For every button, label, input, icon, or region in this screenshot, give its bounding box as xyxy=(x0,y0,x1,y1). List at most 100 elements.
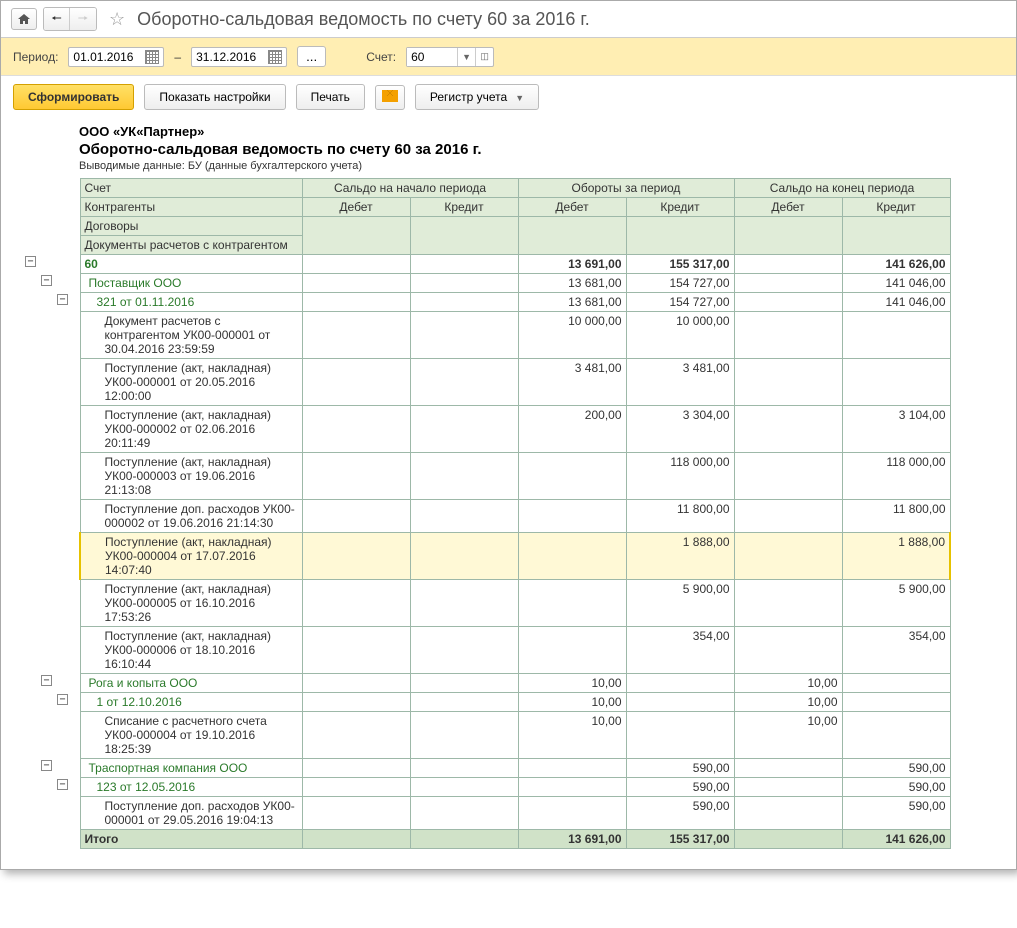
account-field[interactable] xyxy=(407,48,457,66)
cell: 354,00 xyxy=(842,627,950,674)
tree-collapse-box[interactable]: − xyxy=(57,294,68,305)
row-label: 1 от 12.10.2016 xyxy=(80,693,302,712)
data-row[interactable]: Списание с расчетного счета УК00-000004 … xyxy=(80,712,950,759)
tree-collapse-box[interactable]: − xyxy=(41,760,52,771)
arrow-right-icon: 🠖 xyxy=(78,9,89,30)
cell xyxy=(410,274,518,293)
tree-collapse-box[interactable]: − xyxy=(57,779,68,790)
cell: 5 900,00 xyxy=(626,580,734,627)
row-label: 123 от 12.05.2016 xyxy=(80,778,302,797)
data-row[interactable]: Поставщик ООО13 681,00154 727,00141 046,… xyxy=(80,274,950,293)
data-row[interactable]: 123 от 12.05.2016590,00590,00 xyxy=(80,778,950,797)
tree-collapse-box[interactable]: − xyxy=(41,275,52,286)
dash: – xyxy=(174,50,181,64)
hdr-credit: Кредит xyxy=(626,198,734,217)
hdr-debit: Дебет xyxy=(302,198,410,217)
cell: 1 888,00 xyxy=(842,533,950,580)
cell xyxy=(302,674,410,693)
cell xyxy=(302,406,410,453)
cell xyxy=(842,712,950,759)
cell xyxy=(734,274,842,293)
cell xyxy=(410,453,518,500)
account-input[interactable]: ▼ ◫ xyxy=(406,47,494,67)
cell: 141 046,00 xyxy=(842,293,950,312)
cell xyxy=(302,712,410,759)
total-row: Итого13 691,00155 317,00141 626,00 xyxy=(80,830,950,849)
data-row[interactable]: 321 от 01.11.201613 681,00154 727,00141 … xyxy=(80,293,950,312)
favorite-star[interactable]: ☆ xyxy=(109,9,125,30)
tree-collapse-box[interactable]: − xyxy=(57,694,68,705)
date-from-field[interactable] xyxy=(73,50,143,64)
cell xyxy=(842,359,950,406)
date-from-input[interactable] xyxy=(68,47,164,67)
cell xyxy=(842,312,950,359)
cell xyxy=(734,293,842,312)
data-row[interactable]: Поступление (акт, накладная) УК00-000003… xyxy=(80,453,950,500)
back-button[interactable]: 🠔 xyxy=(44,8,70,30)
cell: 10,00 xyxy=(518,712,626,759)
total-label: Итого xyxy=(80,830,302,849)
tree-collapse-box[interactable]: − xyxy=(25,256,36,267)
hdr-debit: Дебет xyxy=(518,198,626,217)
cell xyxy=(518,627,626,674)
settings-button[interactable]: Показать настройки xyxy=(144,84,285,110)
period-picker-button[interactable]: ... xyxy=(297,46,326,67)
account-dropdown[interactable]: ▼ xyxy=(457,48,475,66)
data-row[interactable]: Рога и копыта ООО10,0010,00 xyxy=(80,674,950,693)
data-row[interactable]: Поступление (акт, накладная) УК00-000005… xyxy=(80,580,950,627)
cell xyxy=(734,797,842,830)
data-row[interactable]: Поступление доп. расходов УК00-000001 от… xyxy=(80,797,950,830)
account-open[interactable]: ◫ xyxy=(475,48,493,66)
cell xyxy=(410,674,518,693)
cell xyxy=(302,693,410,712)
data-row[interactable]: Поступление доп. расходов УК00-000002 от… xyxy=(80,500,950,533)
row-label: Поступление доп. расходов УК00-000001 от… xyxy=(80,797,302,830)
hdr-saldo-end: Сальдо на конец периода xyxy=(734,179,950,198)
row-label: 321 от 01.11.2016 xyxy=(80,293,302,312)
hdr-debit: Дебет xyxy=(734,198,842,217)
home-button[interactable] xyxy=(11,8,37,30)
date-to-input[interactable] xyxy=(191,47,287,67)
cell: 10,00 xyxy=(518,693,626,712)
cell xyxy=(410,830,518,849)
form-button[interactable]: Сформировать xyxy=(13,84,134,110)
cell xyxy=(734,778,842,797)
data-row[interactable]: Поступление (акт, накладная) УК00-000004… xyxy=(80,533,950,580)
cell: 3 481,00 xyxy=(626,359,734,406)
data-row[interactable]: Поступление (акт, накладная) УК00-000006… xyxy=(80,627,950,674)
data-row[interactable]: 6013 691,00155 317,00141 626,00 xyxy=(80,255,950,274)
cell xyxy=(626,674,734,693)
cell xyxy=(734,500,842,533)
cell xyxy=(410,627,518,674)
report-grid: Счет Сальдо на начало периода Обороты за… xyxy=(79,178,951,849)
data-row[interactable]: Документ расчетов с контрагентом УК00-00… xyxy=(80,312,950,359)
data-row[interactable]: Траспортная компания ООО590,00590,00 xyxy=(80,759,950,778)
hdr-account: Счет xyxy=(80,179,302,198)
period-label: Период: xyxy=(13,50,58,64)
cell xyxy=(410,797,518,830)
cell: 11 800,00 xyxy=(842,500,950,533)
calendar-icon[interactable] xyxy=(268,50,282,64)
print-button[interactable]: Печать xyxy=(296,84,365,110)
header-row-1: Счет Сальдо на начало периода Обороты за… xyxy=(80,179,950,198)
data-row[interactable]: Поступление (акт, накладная) УК00-000002… xyxy=(80,406,950,453)
register-button[interactable]: Регистр учета▼ xyxy=(415,84,539,110)
cell xyxy=(302,797,410,830)
tree-collapse-box[interactable]: − xyxy=(41,675,52,686)
cell xyxy=(302,255,410,274)
email-button[interactable] xyxy=(375,85,405,110)
cell xyxy=(410,255,518,274)
cell xyxy=(410,359,518,406)
hdr-saldo-start: Сальдо на начало периода xyxy=(302,179,518,198)
data-row[interactable]: Поступление (акт, накладная) УК00-000001… xyxy=(80,359,950,406)
forward-button[interactable]: 🠖 xyxy=(70,8,96,30)
row-label: Списание с расчетного счета УК00-000004 … xyxy=(80,712,302,759)
cell xyxy=(410,712,518,759)
cell xyxy=(734,255,842,274)
report-title: Оборотно-сальдовая ведомость по счету 60… xyxy=(79,141,996,158)
data-row[interactable]: 1 от 12.10.201610,0010,00 xyxy=(80,693,950,712)
cell xyxy=(302,359,410,406)
calendar-icon[interactable] xyxy=(145,50,159,64)
window-title: Оборотно-сальдовая ведомость по счету 60… xyxy=(137,9,590,30)
date-to-field[interactable] xyxy=(196,50,266,64)
